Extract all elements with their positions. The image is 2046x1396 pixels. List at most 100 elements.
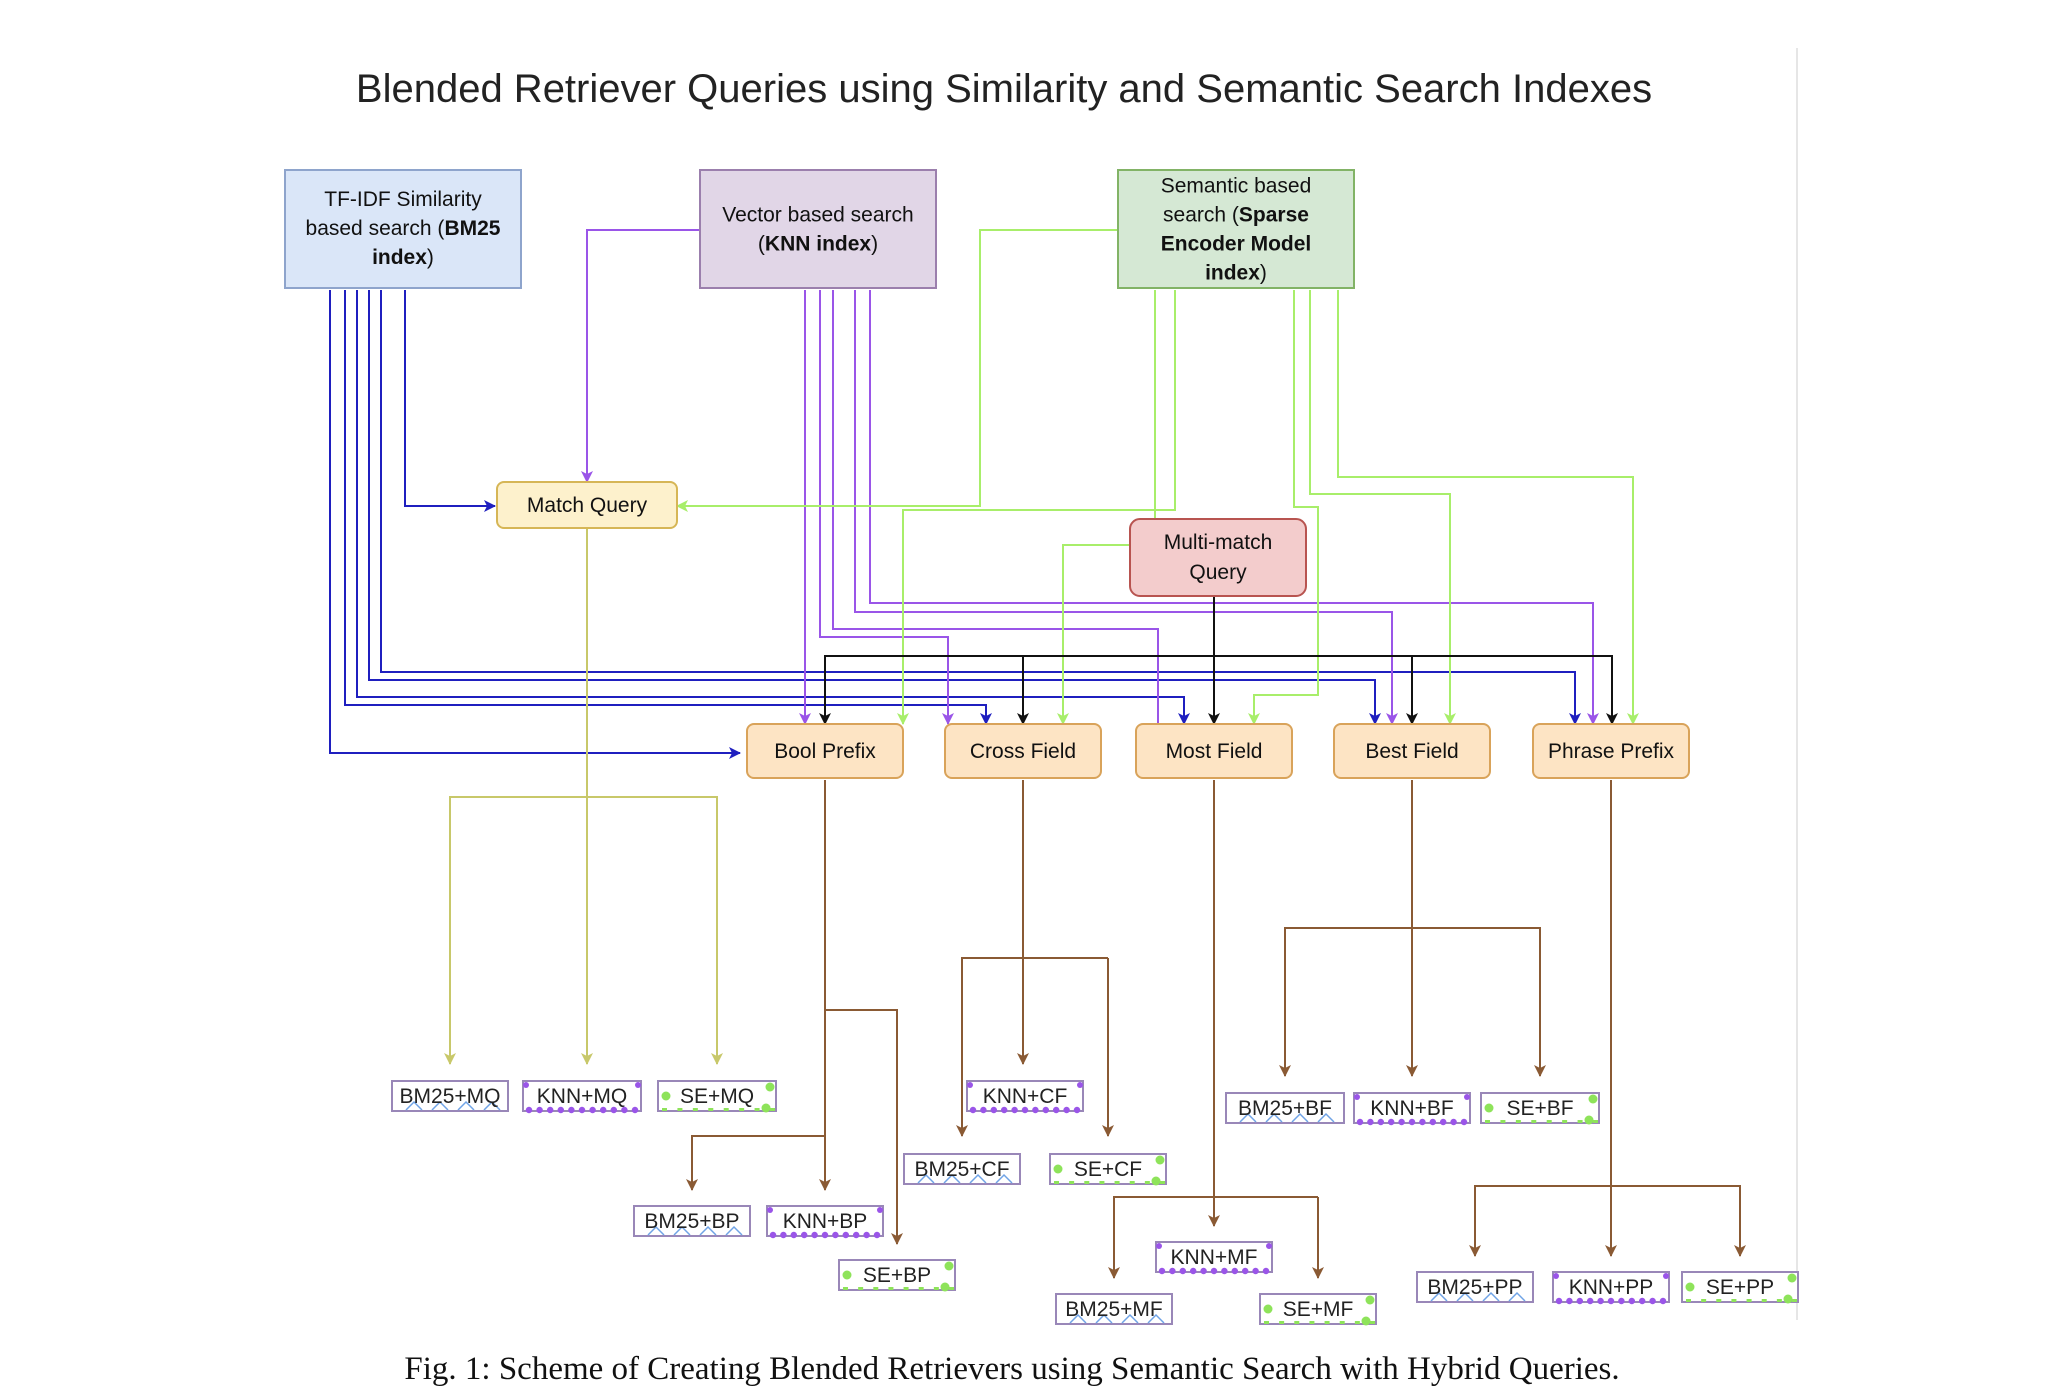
retriever-pattern-se [1484, 1094, 1598, 1125]
retriever-bm25-bf-box [1225, 1092, 1345, 1124]
nodes-layer: TF-IDF Similarity based search (BM25 index… [284, 169, 1799, 1326]
retriever-pattern-se [1685, 1273, 1797, 1304]
retriever-pattern-se [1053, 1155, 1165, 1186]
retriever-se-mf-box [1259, 1293, 1377, 1325]
retriever-se-bp-box [838, 1259, 956, 1291]
retriever-pattern-bm25 [1430, 1291, 1526, 1302]
edge-knn-crossfield [819, 290, 954, 725]
multimatch-query-label: Multi-match Query [1164, 531, 1273, 584]
knn-source-box [699, 169, 937, 289]
edge-boolprefix-se [825, 1009, 903, 1245]
retriever-label: KNN+MQ [537, 1085, 627, 1108]
edge-multimatch-boolprefix [819, 655, 1214, 725]
edge-knn-matchquery [581, 229, 700, 483]
se-source-box [1117, 169, 1355, 289]
retriever-label: KNN+CF [983, 1085, 1068, 1108]
edge-se-mostfield [1248, 290, 1319, 725]
edge-se-boolprefix [897, 290, 1176, 725]
edge-se-matchquery [676, 229, 1118, 512]
retriever-label: KNN+PP [1569, 1276, 1654, 1299]
most-field-box [1135, 723, 1293, 779]
retriever-pattern-bm25 [917, 1173, 1013, 1184]
most-field-label: Most Field [1166, 740, 1263, 763]
retriever-label: SE+BF [1506, 1097, 1573, 1120]
edge-bm25-bestfield [368, 290, 1381, 725]
retriever-knn-bf-box [1353, 1092, 1471, 1124]
edge-se-crossfield [1057, 290, 1156, 725]
retriever-pattern-bm25 [647, 1225, 743, 1236]
retriever-label: SE+BP [863, 1264, 931, 1287]
retriever-se-cf-box [1049, 1153, 1167, 1185]
bm25-source-box [284, 169, 522, 289]
retriever-pattern-knn [1553, 1273, 1669, 1305]
retriever-pattern-knn [1354, 1094, 1470, 1126]
retriever-pattern-se [1263, 1295, 1375, 1326]
bool-prefix-label: Bool Prefix [774, 740, 876, 763]
match-query-box [496, 481, 678, 529]
bm25-source-label: TF-IDF Similarity based search (BM25 index… [306, 188, 501, 269]
retriever-knn-mq-box [522, 1080, 642, 1112]
retriever-label: BM25+BF [1238, 1097, 1332, 1120]
retriever-pattern-knn [967, 1082, 1083, 1114]
retriever-label: SE+MQ [680, 1085, 754, 1108]
edge-knn-phraseprefix [869, 290, 1599, 725]
retriever-pattern-se [842, 1261, 954, 1292]
retriever-label: KNN+MF [1171, 1246, 1258, 1269]
edge-bm25-phraseprefix [380, 290, 1581, 725]
edge-phraseprefix-bm25 [1469, 1185, 1611, 1257]
phrase-prefix-box [1532, 723, 1690, 779]
retriever-pattern-se [661, 1082, 775, 1113]
match-query-label: Match Query [527, 494, 648, 517]
knn-source-label: Vector based search (KNN index) [722, 204, 913, 256]
retriever-label: SE+PP [1706, 1276, 1774, 1299]
retriever-label: BM25+MF [1065, 1298, 1162, 1321]
retriever-label: BM25+PP [1427, 1276, 1522, 1299]
edge-bm25-crossfield [344, 290, 992, 725]
cross-field-label: Cross Field [970, 740, 1076, 763]
edge-bm25-mostfield [356, 290, 1190, 725]
retriever-pattern-knn [523, 1082, 641, 1114]
retriever-label: SE+CF [1074, 1158, 1142, 1181]
se-source-label: Semantic based search (Sparse Encoder Mode… [1161, 175, 1312, 285]
retriever-se-bf-box [1480, 1092, 1600, 1124]
best-field-label: Best Field [1365, 740, 1458, 763]
edge-se-bestfield [1309, 290, 1456, 725]
edge-mostfield-bm25 [1108, 1196, 1318, 1279]
retriever-se-pp-box [1681, 1271, 1799, 1303]
edges-layer [329, 229, 1746, 1279]
retriever-knn-mf-box [1155, 1241, 1273, 1273]
edge-se-phraseprefix [1337, 290, 1639, 725]
edge-knn-bestfield [854, 290, 1398, 725]
edge-phraseprefix-se [1611, 1185, 1746, 1257]
edge-bm25-boolprefix [329, 290, 741, 759]
edge-multimatch-bestfield [1214, 655, 1418, 725]
retriever-label: KNN+BF [1370, 1097, 1453, 1120]
retriever-pattern-bm25 [405, 1100, 501, 1111]
edge-matchquery-se [587, 796, 723, 1065]
edge-bestfield-bm25 [1279, 927, 1412, 1077]
multimatch-query-box [1129, 518, 1307, 597]
retriever-knn-bp-box [766, 1205, 884, 1237]
retriever-label: BM25+CF [914, 1158, 1009, 1181]
retriever-pattern-knn [767, 1207, 883, 1239]
edge-bestfield-se [1412, 927, 1546, 1077]
diagram-title: Blended Retriever Queries using Similari… [356, 67, 1652, 111]
phrase-prefix-label: Phrase Prefix [1548, 740, 1675, 763]
retriever-label: BM25+BP [644, 1210, 739, 1233]
retriever-label: KNN+BP [783, 1210, 868, 1233]
bool-prefix-box [746, 723, 904, 779]
retriever-se-mq-box [657, 1080, 777, 1112]
edge-bm25-matchquery [404, 290, 496, 512]
retriever-knn-cf-box [966, 1080, 1084, 1112]
retriever-pattern-knn [1156, 1243, 1272, 1275]
retriever-label: SE+MF [1283, 1298, 1354, 1321]
edge-matchquery-bm25 [444, 796, 587, 1065]
edge-boolprefix-bm25 [686, 1135, 825, 1191]
best-field-box [1333, 723, 1491, 779]
edge-crossfield-bm25 [956, 957, 1108, 1137]
retriever-pattern-bm25 [1239, 1112, 1335, 1123]
retriever-pattern-bm25 [1069, 1313, 1165, 1324]
retriever-label: BM25+MQ [400, 1085, 501, 1108]
cross-field-box [944, 723, 1102, 779]
